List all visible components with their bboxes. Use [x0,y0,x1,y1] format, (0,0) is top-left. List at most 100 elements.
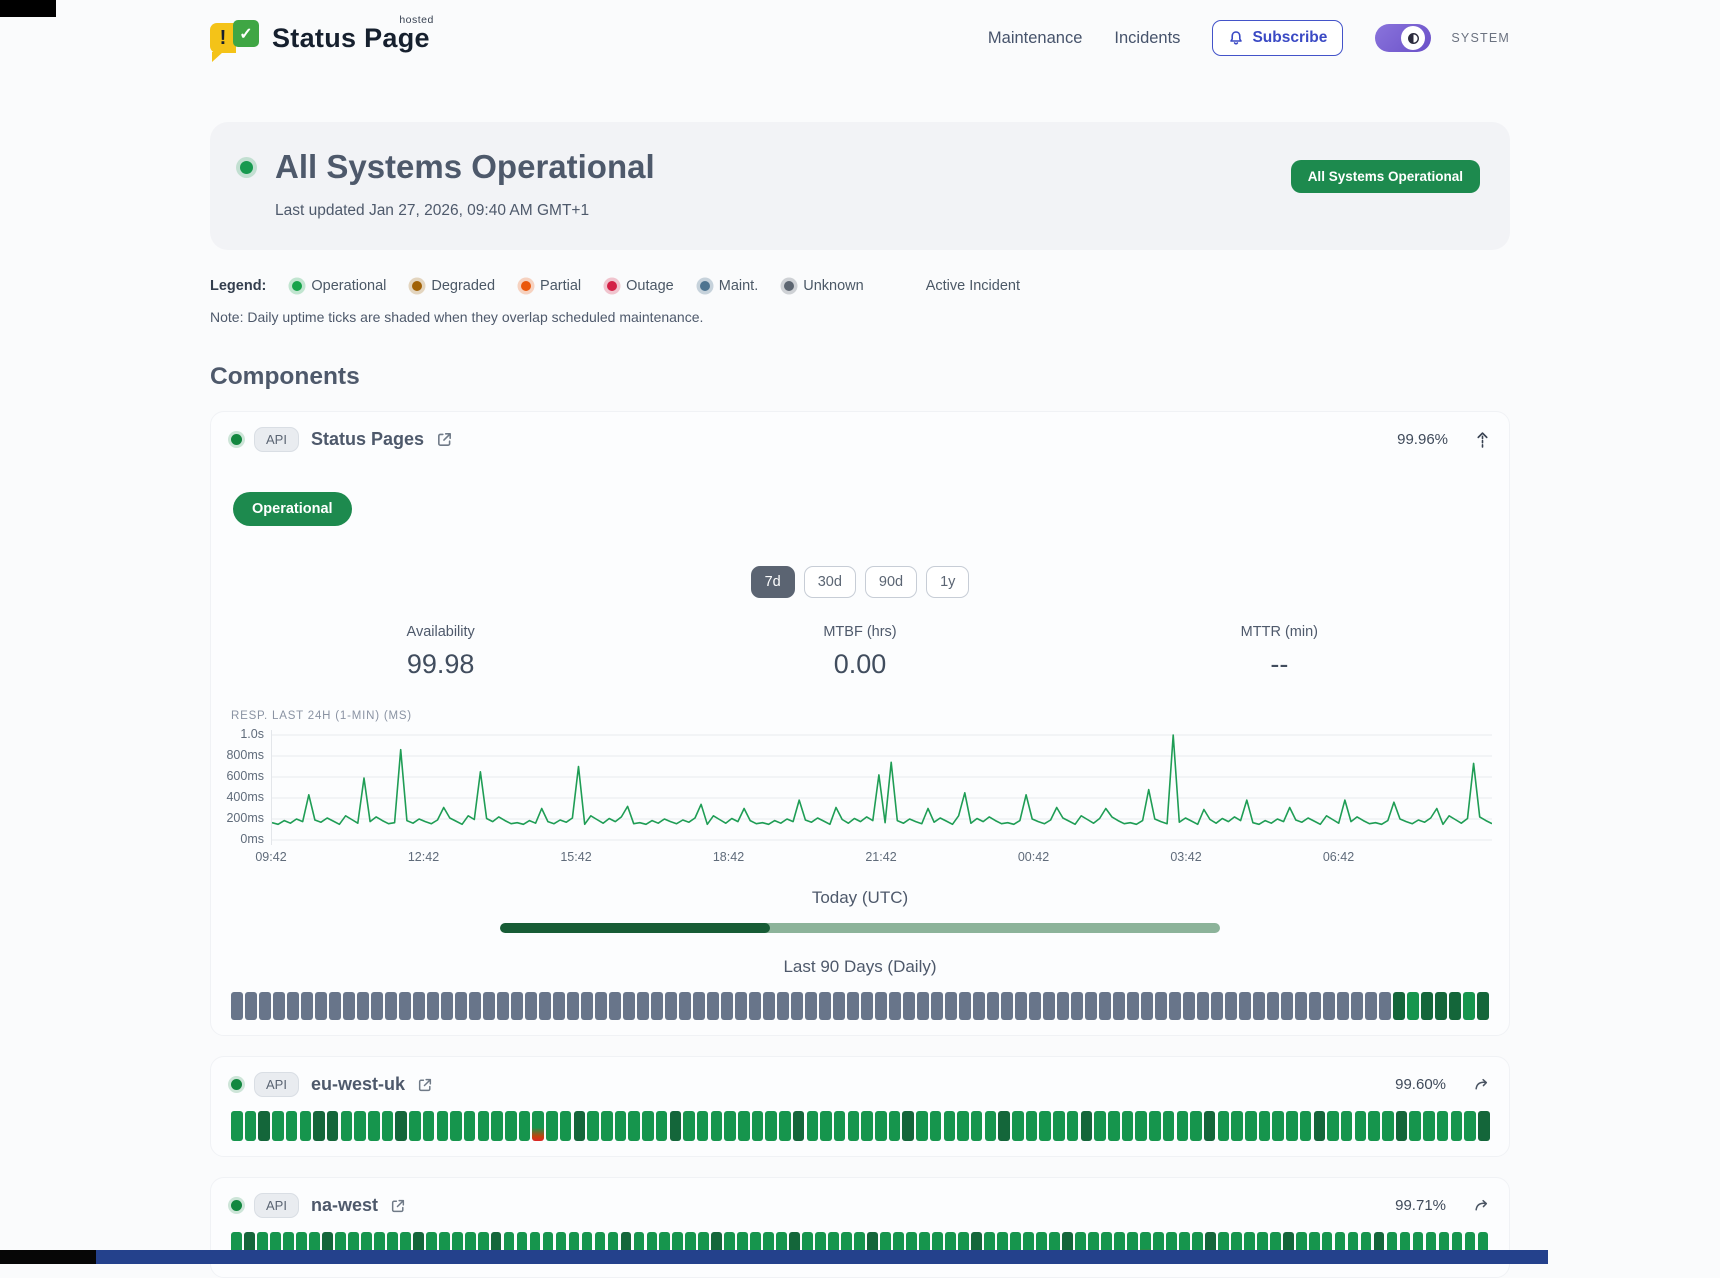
uptime-tick [595,992,607,1020]
uptime-tick [334,1232,346,1262]
legend-item-operational: Operational [292,278,386,294]
nav-link-incidents[interactable]: Incidents [1114,28,1181,47]
uptime-tick [581,1232,593,1262]
uptime-tick [628,1111,640,1141]
uptime-tick [231,1232,242,1262]
uptime-tick [1393,992,1405,1020]
uptime-tick [463,1111,476,1141]
uptime-tick [646,1232,658,1262]
uptime-tick [854,1232,866,1262]
uptime-tick [919,1232,930,1262]
uptime-tick [665,992,677,1020]
subscribe-button[interactable]: Subscribe [1212,20,1344,56]
component-card-eu-west-uk: API eu-west-uk 99.60% [210,1056,1510,1157]
uptime-tick [1121,1111,1134,1141]
uptime-tick [1074,1232,1086,1262]
range-button-7d[interactable]: 7d [750,566,795,598]
uptime-ticks-na-west [231,1232,1489,1262]
legend: Legend: Operational Degraded Partial Outage… [210,278,1510,294]
uptime-tick [395,1111,407,1141]
external-link-icon[interactable] [436,431,453,448]
y-axis-tick: 1.0s [240,727,264,741]
uptime-tick [1267,992,1279,1020]
uptime-tick [609,992,621,1020]
uptime-tick [1423,1111,1435,1141]
uptime-tick [321,1232,333,1262]
stat-mtbf-hrs-: MTBF (hrs) 0.00 [650,624,1069,680]
component-status-dot [231,1200,242,1211]
uptime-tick [1225,992,1237,1020]
x-axis-tick: 12:42 [407,850,440,864]
uptime-tick [1253,992,1265,1020]
uptime-tick [357,992,369,1020]
brand-title: Status Page hosted [272,14,433,54]
external-link-icon[interactable] [417,1077,433,1093]
range-button-90d[interactable]: 90d [864,566,918,598]
theme-toggle[interactable] [1375,24,1432,52]
external-link-icon[interactable] [390,1198,406,1214]
uptime-percent: 99.96% [1397,431,1448,448]
uptime-tick [655,1111,668,1141]
uptime-tick [555,1232,567,1262]
legend-note: Note: Daily uptime ticks are shaded when… [210,309,704,325]
brand-superscript: hosted [399,13,434,26]
uptime-tick [1256,1232,1268,1262]
footer-edge [96,1250,1548,1264]
range-button-1y[interactable]: 1y [926,566,970,598]
uptime-tick [861,992,873,1020]
uptime-tick [1340,1111,1353,1141]
status-dot-icon [521,281,532,291]
uptime-tick [651,992,663,1020]
uptime-tick [441,992,453,1020]
overall-status-badge: All Systems Operational [1290,160,1480,193]
uptime-tick [669,1111,682,1141]
collapse-icon[interactable] [1476,431,1489,448]
uptime-tick [373,1232,385,1262]
uptime-tick [1211,992,1223,1020]
component-name: na-west [310,1195,378,1215]
nav-link-maintenance[interactable]: Maintenance [987,28,1083,47]
uptime-tick [929,1111,942,1141]
uptime-tick [1286,1111,1298,1141]
screen-artifact-top-left [0,0,56,17]
uptime-tick [285,1111,298,1141]
uptime-tick [542,1232,554,1262]
stat-label: MTBF (hrs) [823,624,897,640]
uptime-tick [888,1111,901,1141]
uptime-tick [659,1232,671,1262]
uptime-tick [546,1111,558,1141]
uptime-tick [287,992,299,1020]
uptime-tick [308,1232,320,1262]
page-title: All Systems Operational [275,148,655,185]
component-type-badge: API [254,427,299,452]
uptime-tick [738,1111,750,1141]
uptime-tick [243,1232,255,1262]
uptime-tick [820,1111,832,1141]
uptime-tick [301,992,313,1020]
uptime-tick [438,1232,450,1262]
uptime-tick [1477,992,1489,1020]
uptime-tick [971,1232,982,1262]
expand-icon[interactable] [1474,1078,1489,1091]
y-axis-tick: 800ms [226,748,264,762]
overall-status-card: All Systems Operational Last updated Jan… [210,122,1510,250]
contrast-icon [1407,32,1420,45]
stat-value: 99.98 [406,649,475,679]
bell-icon [1228,30,1244,46]
range-button-30d[interactable]: 30d [803,566,856,598]
expand-icon[interactable] [1474,1199,1489,1212]
uptime-tick [1438,1232,1450,1262]
uptime-tick [958,1232,969,1262]
component-status-dot [231,434,242,445]
response-chart-block: RESP. LAST 24H (1-MIN) (MS) 1.0s 800ms 600… [226,710,1492,868]
y-axis-tick: 400ms [226,790,264,804]
chart-x-axis: 09:42 12:42 15:42 18:42 21:42 00:42 03:42 06:42 [255,850,1491,868]
uptime-tick [1100,1232,1112,1262]
uptime-tick [906,1232,917,1262]
legend-item-label: Partial [540,278,582,294]
uptime-tick [1010,1232,1021,1262]
brand-logo[interactable]: ! ✓ Status Page hosted [210,14,433,62]
uptime-tick [1334,1232,1346,1262]
uptime-tick [427,992,439,1020]
uptime-tick [1351,992,1363,1020]
